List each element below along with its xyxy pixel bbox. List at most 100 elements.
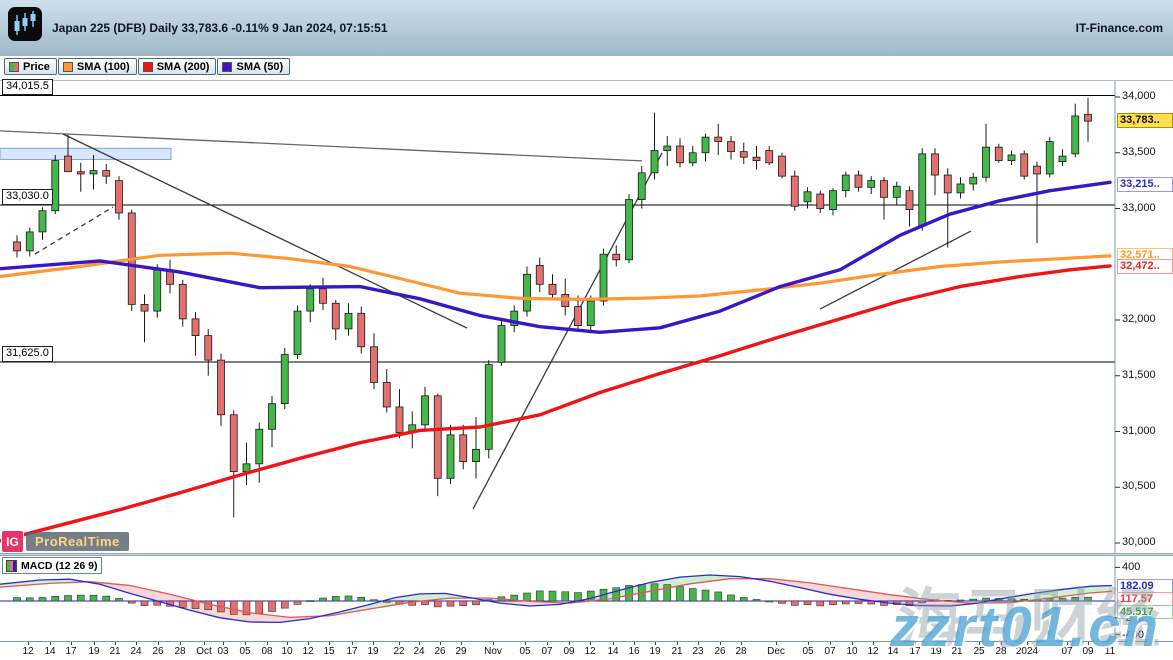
- candle: [217, 353, 225, 426]
- candle: [994, 143, 1003, 163]
- macd-bar: [778, 600, 786, 604]
- macd-bar: [102, 595, 111, 602]
- trendline[interactable]: [819, 230, 972, 310]
- date-axis-tick: [267, 642, 268, 645]
- sma-50-line[interactable]: [0, 180, 1112, 334]
- sma-200-line[interactable]: [0, 264, 1112, 543]
- macd-bar: [688, 588, 697, 602]
- candle: [268, 395, 276, 448]
- candle: [548, 274, 557, 300]
- macd-indicator-legend[interactable]: MACD (12 26 9): [2, 557, 103, 574]
- price-axis-label: 34,000: [1122, 90, 1156, 102]
- candle: [727, 136, 735, 160]
- date-axis-label: 22: [393, 646, 405, 657]
- candle: [510, 305, 519, 333]
- candle: [714, 123, 723, 155]
- trendline[interactable]: [62, 133, 468, 329]
- date-axis-label: 07: [1061, 646, 1073, 657]
- price-axis-label: 33,500: [1122, 145, 1156, 158]
- legend-item-sma100[interactable]: SMA (100): [57, 58, 137, 75]
- macd-bar: [854, 600, 863, 604]
- macd-bar: [306, 600, 315, 602]
- candle: [752, 146, 761, 170]
- macd-bar: [370, 599, 378, 602]
- legend-swatch-sma200: [142, 61, 153, 72]
- date-axis-label: 17: [909, 646, 921, 657]
- candle: [178, 279, 187, 327]
- date-axis-label: 10: [846, 646, 858, 657]
- date-axis-label: 2024: [1015, 646, 1039, 657]
- legend-item-sma200[interactable]: SMA (200): [137, 58, 217, 75]
- price-axis-label: 33,000: [1122, 201, 1156, 214]
- macd-bar: [956, 599, 965, 602]
- macd-bar: [1007, 598, 1016, 602]
- date-axis-tick: [590, 642, 591, 645]
- macd-bar: [38, 597, 47, 602]
- date-axis-label: 12: [867, 646, 879, 657]
- macd-line[interactable]: [0, 574, 1113, 624]
- last-price-badge: 33,783..: [1117, 113, 1173, 129]
- sma-100-line[interactable]: [0, 251, 1112, 301]
- macd-bar: [714, 591, 723, 602]
- macd-bar: [140, 600, 149, 606]
- date-axis-tick: [158, 642, 159, 645]
- candle: [918, 148, 927, 231]
- date-axis-label: 08: [261, 646, 273, 657]
- date-axis-tick: [115, 642, 116, 645]
- date-axis-label: 12: [22, 646, 34, 657]
- date-axis-tick: [440, 642, 441, 645]
- date-axis-tick: [893, 642, 894, 645]
- macd-bar: [561, 591, 570, 602]
- date-axis-tick: [493, 642, 494, 645]
- candle: [89, 154, 98, 190]
- macd-bar: [663, 584, 672, 602]
- macd-bar: [280, 600, 289, 609]
- macd-panel: [0, 556, 1173, 641]
- date-axis-label: 26: [434, 646, 446, 657]
- date-axis-tick: [223, 642, 224, 645]
- candle: [701, 133, 710, 162]
- date-axis-label: 05: [239, 646, 251, 657]
- candle: [395, 389, 404, 439]
- highlight-zone[interactable]: [0, 147, 172, 160]
- candle: [446, 424, 455, 484]
- legend-item-price[interactable]: Price: [4, 58, 57, 75]
- app-logo-candlestick-icon: [8, 7, 42, 41]
- trendline[interactable]: [34, 206, 114, 255]
- macd-histogram-value-badge: 45.517: [1117, 605, 1173, 619]
- date-axis-label: 17: [346, 646, 358, 657]
- date-axis-label: 19: [930, 646, 942, 657]
- macd-signal-line[interactable]: [0, 578, 1113, 619]
- date-axis-tick: [399, 642, 400, 645]
- legend-label-price: Price: [23, 60, 50, 73]
- price-axis-label: 30,000: [1122, 536, 1156, 548]
- panel-separator[interactable]: [0, 553, 1173, 556]
- macd-bar: [191, 600, 200, 609]
- date-axis-label: 17: [65, 646, 77, 657]
- candle: [586, 295, 595, 334]
- macd-bar: [841, 600, 850, 605]
- macd-bar: [816, 600, 825, 607]
- candle: [892, 181, 901, 206]
- macd-bar: [905, 600, 914, 606]
- candle: [140, 294, 149, 343]
- date-axis[interactable]: 12 14 17 19 21 24 26 28 Oct 03 05 08 10 12 15 17 19 22 24 2…: [0, 641, 1173, 660]
- date-axis-label: 11: [1104, 646, 1116, 657]
- trendline[interactable]: [0, 130, 643, 162]
- macd-bar: [472, 600, 480, 606]
- candle: [459, 424, 468, 470]
- date-axis-tick: [634, 642, 635, 645]
- legend-item-sma50[interactable]: SMA (50): [217, 58, 291, 75]
- date-axis-label: 28: [995, 646, 1007, 657]
- level-price-label: 33,030.0: [2, 189, 53, 206]
- macd-bar: [459, 600, 468, 606]
- macd-bar: [51, 596, 60, 602]
- date-axis-tick: [852, 642, 853, 645]
- candle: [76, 162, 85, 192]
- macd-fill: [756, 578, 978, 606]
- candle: [778, 152, 786, 179]
- date-axis-label: 19: [649, 646, 661, 657]
- date-axis-tick: [461, 642, 462, 645]
- macd-histogram: [13, 583, 1092, 616]
- macd-bar: [446, 600, 455, 607]
